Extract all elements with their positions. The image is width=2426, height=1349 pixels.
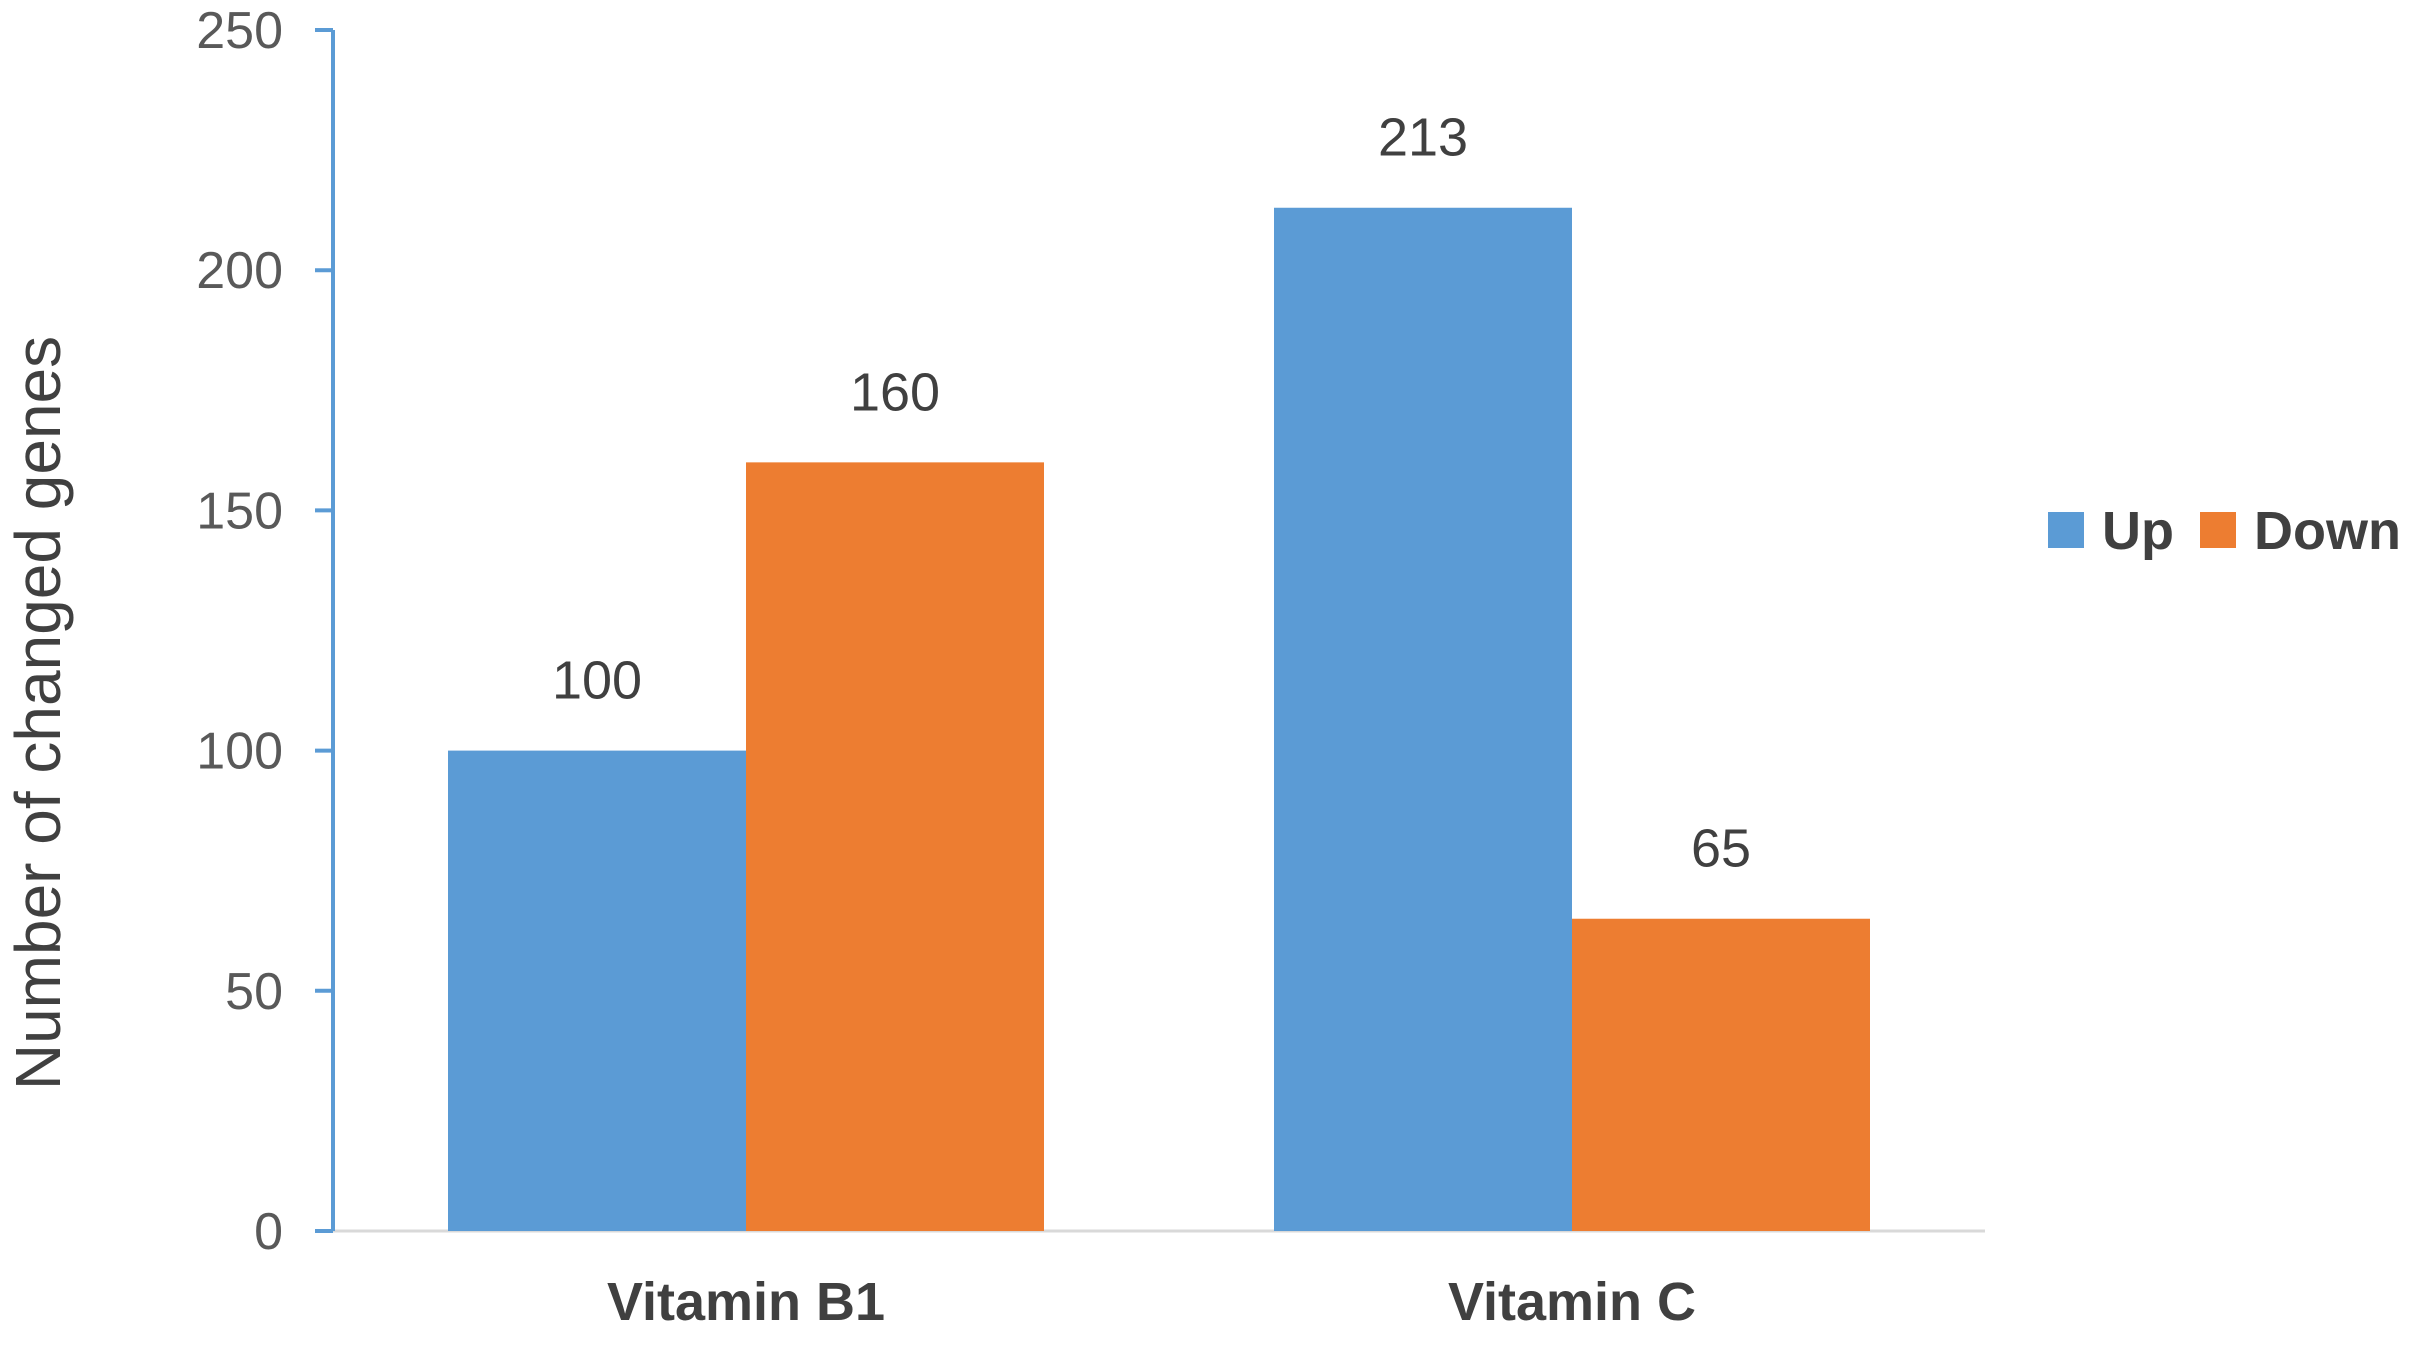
y-tick-label: 0 [254,1203,283,1261]
data-label: 213 [1378,108,1468,168]
y-tick-label: 150 [196,482,283,540]
data-label: 160 [850,362,940,422]
y-tick-label: 200 [196,242,283,300]
x-category-label: Vitamin C [1448,1272,1696,1332]
bar-up-vitamin-b1 [448,750,746,1231]
y-tick-label: 100 [196,723,283,781]
y-tick-label: 50 [225,963,283,1021]
legend-swatch-down [2200,512,2236,548]
x-category-label: Vitamin B1 [607,1272,885,1332]
legend-swatch-up [2048,512,2084,548]
y-tick-label: 250 [196,2,283,60]
bar-up-vitamin-c [1274,207,1572,1232]
data-label: 65 [1691,819,1751,879]
legend-label-down: Down [2254,501,2401,561]
bar-down-vitamin-b1 [746,462,1044,1231]
bar-down-vitamin-c [1572,918,1870,1231]
legend: Up Down [2048,501,2401,561]
y-axis-title: Number of changed genes [2,336,74,1090]
data-label: 100 [552,651,642,711]
legend-label-up: Up [2102,501,2174,561]
plot-area: 0 50 100 150 200 250 100 160 Vitamin B1 213 65 Vita… [196,2,1985,1332]
